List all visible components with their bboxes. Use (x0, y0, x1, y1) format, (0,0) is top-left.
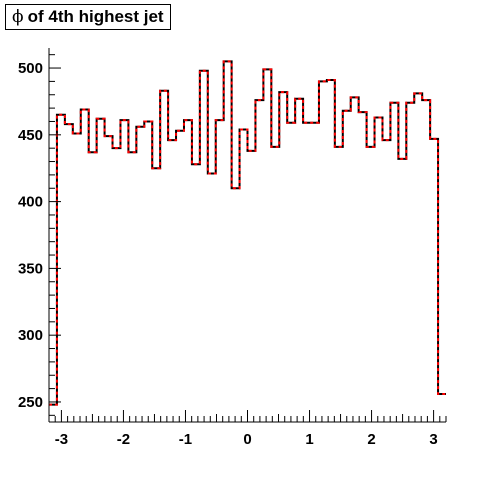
histogram-series-0 (49, 60, 446, 406)
y-tick-label: 450 (18, 127, 43, 144)
x-tick-label: 1 (305, 431, 313, 448)
y-tick-label: 300 (18, 327, 43, 344)
title-symbol: ϕ (12, 7, 24, 27)
x-tick-label: -2 (117, 431, 130, 448)
y-tick-label: 400 (18, 194, 43, 211)
x-tick-label: -1 (179, 431, 192, 448)
chart-title: ϕ of 4th highest jet (5, 4, 171, 30)
x-tick-label: 0 (243, 431, 251, 448)
title-text: of 4th highest jet (27, 7, 164, 26)
x-tick-label: 3 (429, 431, 437, 448)
x-tick-label: -3 (55, 431, 68, 448)
y-tick-label: 250 (18, 394, 43, 411)
y-tick-label: 350 (18, 260, 43, 277)
y-tick-label: 500 (18, 60, 43, 77)
histogram-series-1 (49, 60, 446, 406)
x-tick-label: 2 (367, 431, 375, 448)
